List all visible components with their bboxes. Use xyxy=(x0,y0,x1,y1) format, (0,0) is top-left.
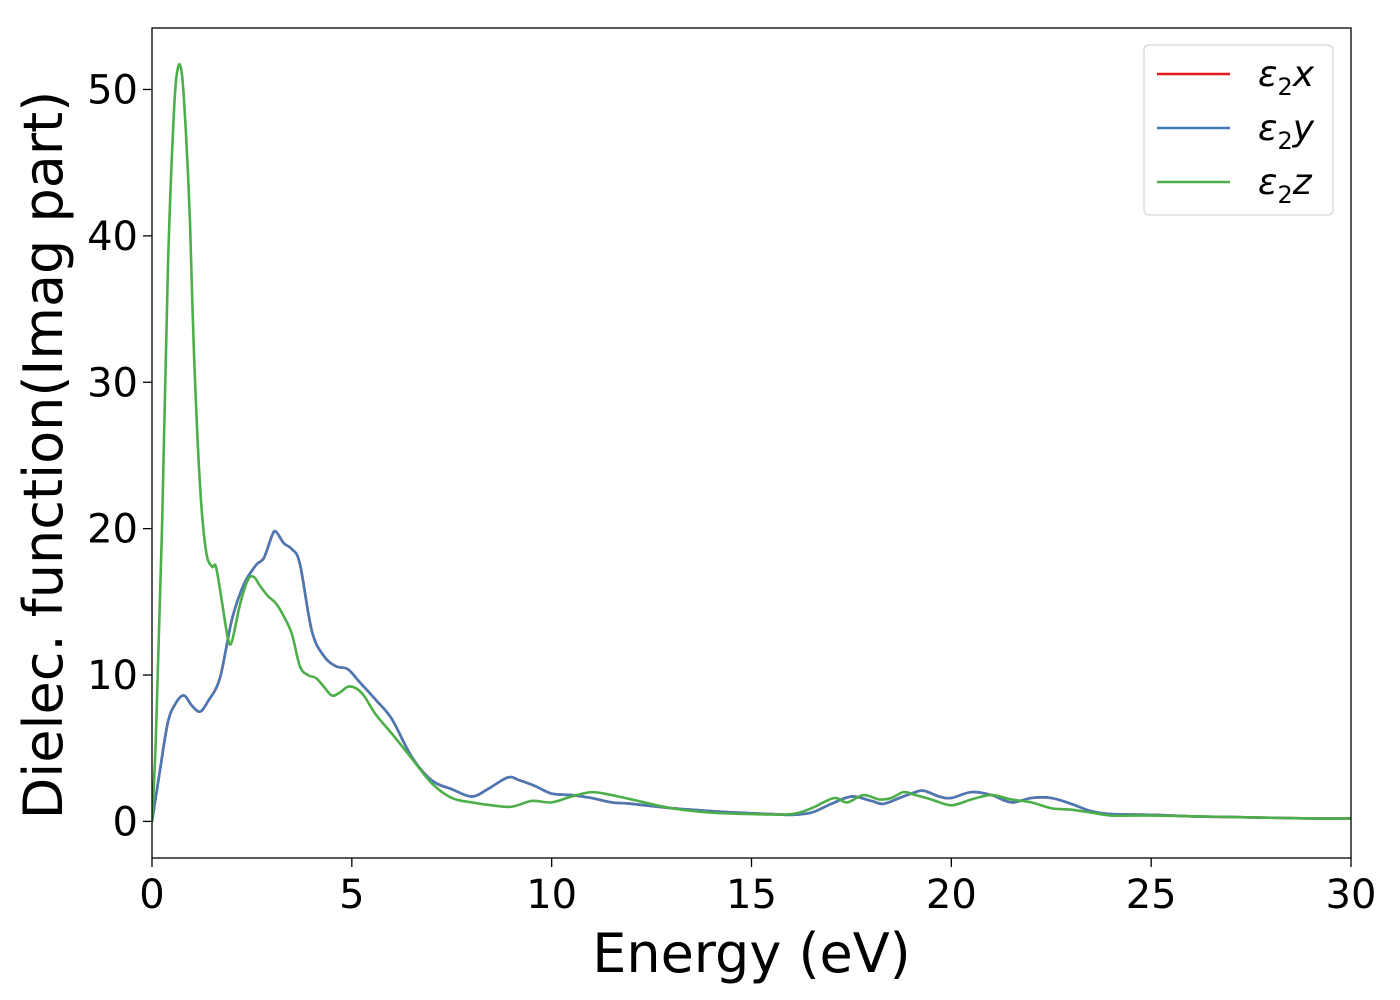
series-line-z xyxy=(152,62,1351,823)
x-tick-label: 15 xyxy=(726,872,777,918)
legend-label: ε2x xyxy=(1258,54,1315,101)
y-axis-label: Dielec. function(Imag part) xyxy=(12,91,75,820)
y-tick-label: 30 xyxy=(87,360,138,406)
x-tick-label: 5 xyxy=(339,872,364,918)
x-tick-label: 25 xyxy=(1126,872,1177,918)
y-axis: 0 10 20 30 40 50 xyxy=(87,67,152,845)
legend-label-subscript: 2 xyxy=(1277,127,1292,155)
legend-label-subscript: 2 xyxy=(1277,181,1292,209)
legend-item: ε2y xyxy=(1157,108,1315,155)
legend-item: ε2x xyxy=(1157,54,1315,101)
y-tick-label: 10 xyxy=(87,653,138,699)
x-tick-label: 10 xyxy=(526,872,577,918)
legend-label-base: ε xyxy=(1258,108,1277,149)
x-axis-label: Energy (eV) xyxy=(592,922,911,985)
legend-label: ε2z xyxy=(1258,162,1313,209)
legend-label-suffix: x xyxy=(1292,54,1315,95)
legend-label-suffix: z xyxy=(1292,162,1313,203)
y-tick-label: 20 xyxy=(87,507,138,553)
x-tick-label: 0 xyxy=(139,872,164,918)
legend-item: ε2z xyxy=(1157,162,1313,209)
y-tick-label: 50 xyxy=(87,67,138,113)
x-tick-label: 20 xyxy=(926,872,977,918)
x-axis: 0 5 10 15 20 25 30 xyxy=(139,858,1376,918)
legend-label: ε2y xyxy=(1258,108,1315,155)
legend-label-subscript: 2 xyxy=(1277,73,1292,101)
y-tick-label: 40 xyxy=(87,214,138,260)
legend-label-base: ε xyxy=(1258,162,1277,203)
legend-label-base: ε xyxy=(1258,54,1277,95)
x-tick-label: 30 xyxy=(1326,872,1377,918)
legend-label-suffix: y xyxy=(1292,108,1315,149)
legend-box xyxy=(1143,44,1334,216)
y-tick-label: 0 xyxy=(113,799,138,845)
series-line-y xyxy=(152,529,1351,823)
series-layer xyxy=(152,62,1351,823)
